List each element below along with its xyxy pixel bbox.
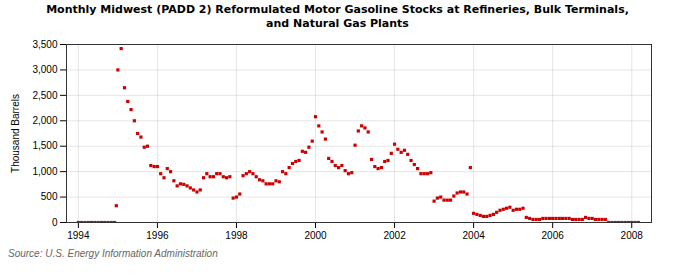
- svg-text:0: 0: [52, 216, 58, 227]
- svg-text:2,000: 2,000: [32, 115, 57, 126]
- svg-text:Thousand Barrels: Thousand Barrels: [10, 94, 21, 173]
- svg-text:2,500: 2,500: [32, 89, 57, 100]
- svg-text:3,000: 3,000: [32, 64, 57, 75]
- html-text:Monthly Midwest (PADD 2) Refor: Monthly Midwest (PADD 2) Reformulated Mo…: [46, 3, 629, 31]
- svg-text:1998: 1998: [225, 229, 248, 240]
- svg-text:2002: 2002: [383, 229, 406, 240]
- svg-text:2008: 2008: [621, 229, 644, 240]
- svg-text:2006: 2006: [542, 229, 565, 240]
- svg-text:1994: 1994: [67, 229, 90, 240]
- html-text:Source: U.S. Energy Informatio: Source: U.S. Energy Information Administ…: [8, 247, 218, 259]
- svg-text:2004: 2004: [463, 229, 486, 240]
- svg-text:1,500: 1,500: [32, 140, 57, 151]
- svg-text:1996: 1996: [146, 229, 169, 240]
- svg-text:500: 500: [41, 191, 58, 202]
- svg-text:3,500: 3,500: [32, 38, 57, 49]
- svg-text:1,000: 1,000: [32, 165, 57, 176]
- svg-text:2000: 2000: [304, 229, 327, 240]
